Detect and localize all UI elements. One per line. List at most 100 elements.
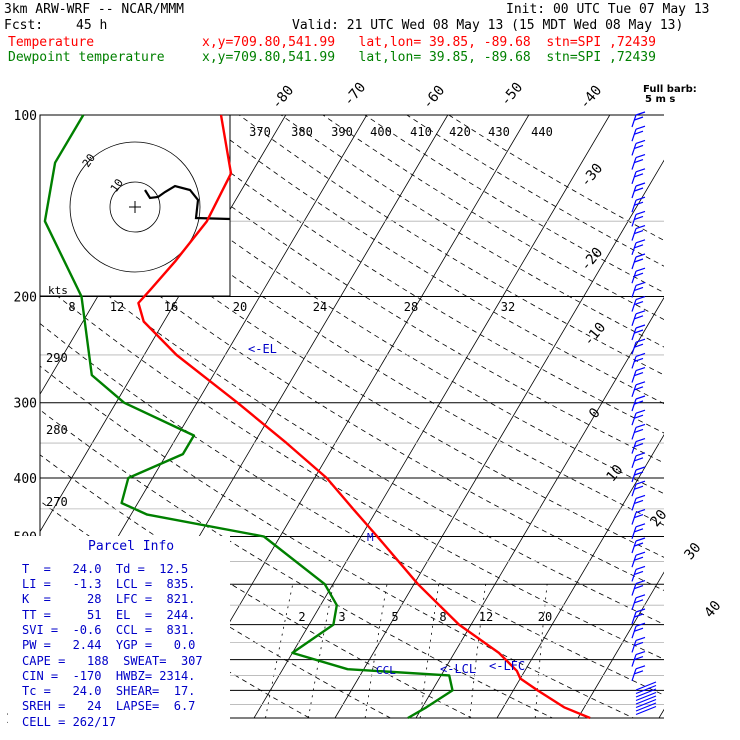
pressure-tick-label: 200 (14, 291, 37, 306)
wind-barb-flag (635, 125, 646, 130)
wind-barb-flag (634, 159, 644, 164)
pressure-tick-label: 300 (14, 397, 37, 412)
wind-barb-flag (634, 627, 644, 632)
wind-barb-flag (635, 196, 646, 201)
wind-barb-flag (634, 542, 644, 547)
wind-barb-staff (631, 242, 637, 255)
wind-barb-flag (635, 281, 646, 286)
parcel-row: SVI = -0.6 CCL = 831. (22, 623, 196, 637)
isotherm-line (172, 115, 530, 718)
dry-adiabat-line (40, 500, 392, 718)
wind-barb-flag (635, 565, 646, 570)
wind-barb-staff (631, 413, 637, 426)
theta-label: 400 (370, 125, 392, 139)
dry-adiabat-line (364, 115, 664, 294)
wind-barb-flag (635, 636, 646, 641)
isotherm-label: -10 (581, 320, 610, 350)
wind-barb-staff (631, 583, 637, 596)
wind-barb-staff (631, 484, 637, 497)
isotherm-label: -80 (269, 83, 298, 113)
init-time: Init: 00 UTC Tue 07 May 13 (506, 2, 710, 17)
wind-barb-flag (634, 187, 644, 192)
isotherm-line (658, 708, 664, 718)
wind-barb-flag (634, 230, 644, 235)
wind-barb-flag (635, 267, 646, 272)
full-barb-note: Full barb: 5 m s (643, 85, 697, 105)
isotherm-label: -70 (341, 80, 370, 110)
wind-barb-flag (635, 253, 646, 258)
theta-label: 420 (449, 125, 471, 139)
wind-barb-flag (634, 613, 644, 618)
wind-barb-flag (635, 509, 646, 514)
dry-adiabat-line (40, 323, 664, 696)
wind-barb-flag (635, 111, 646, 116)
isotherm-label: -30 (578, 161, 607, 191)
theta-label: 390 (331, 125, 353, 139)
wind-barb-flag (635, 608, 646, 613)
wind-barb-flag (634, 116, 644, 121)
isotherm-line (253, 115, 611, 718)
hodograph-speed-tick: 12 (110, 300, 124, 314)
hodograph-speed-tick: 28 (404, 300, 418, 314)
mixing-ratio-line (419, 584, 440, 718)
profiles (43, 114, 591, 720)
dry-adiabat-label: 270 (46, 495, 68, 509)
isotherm-line (577, 571, 664, 718)
wind-barb-staff (631, 569, 637, 582)
temperature-legend: Temperature (8, 35, 95, 50)
wind-barb-flag (634, 386, 644, 391)
wind-barb-flag (635, 352, 646, 357)
dewpoint-profile (43, 114, 454, 720)
mixing-ratio-label: 5 (391, 610, 398, 624)
wind-barb-flag (635, 182, 646, 187)
wind-barb-staff (631, 214, 637, 227)
isotherm-line (334, 159, 664, 718)
wind-barb-flag (634, 201, 644, 206)
wind-barb-staff (631, 668, 637, 681)
wind-barb-staff (631, 455, 637, 468)
theta-label: 380 (291, 125, 313, 139)
wind-barb-flag (635, 551, 646, 556)
theta-label: 430 (488, 125, 510, 139)
isotherm-line (415, 296, 664, 718)
mixing-ratio-label: 20 (538, 610, 552, 624)
dry-adiabat-line (322, 115, 664, 320)
mixing-ratio-line (469, 584, 486, 718)
wind-barb-flag (635, 168, 646, 173)
parcel-row: PW = 2.44 YGP = 0.0 (22, 638, 196, 652)
parcel-row: TT = 51 EL = 244. (22, 608, 196, 622)
mixing-ratio-label: 3 (338, 610, 345, 624)
wind-barb-flag (635, 367, 646, 372)
isotherm-label: 30 (681, 540, 704, 563)
wind-barb-staff (631, 285, 637, 298)
theta-label: 370 (249, 125, 271, 139)
dry-adiabat-line (40, 409, 554, 718)
wind-barb-flag (634, 173, 644, 178)
wind-barb-flag (634, 670, 644, 675)
parcel-row: Tc = 24.0 SHEAR= 17. (22, 684, 196, 698)
wind-barb-flag (635, 381, 646, 386)
hodograph-speed-tick: 8 (68, 300, 75, 314)
wind-barb-staff (631, 299, 637, 312)
hodograph-speed-tick: 20 (233, 300, 247, 314)
wind-barb-flag (634, 357, 644, 362)
dry-adiabat-line (406, 115, 664, 267)
dry-adiabat-line (71, 115, 664, 495)
isotherm-label: -60 (420, 83, 449, 113)
mixing-ratio-label: 12 (479, 610, 493, 624)
wind-barb-staff (631, 185, 637, 199)
wind-barb-flag (635, 580, 646, 585)
wind-barb-flag (634, 258, 644, 263)
model-title: 3km ARW-WRF -- NCAR/MMM (4, 2, 185, 17)
wind-barb-staff (631, 555, 637, 568)
wind-barb-flag (634, 656, 644, 661)
wind-barb-staff (631, 157, 637, 170)
wind-barb-staff (631, 597, 637, 610)
theta-label: 410 (410, 125, 432, 139)
wind-barb-staff (631, 384, 637, 397)
hodograph-trace (144, 184, 231, 221)
wind-barb-staff (631, 200, 637, 213)
dry-adiabat-line (40, 200, 664, 591)
wind-barb-flag (634, 428, 644, 433)
wind-barb-flag (634, 372, 644, 377)
